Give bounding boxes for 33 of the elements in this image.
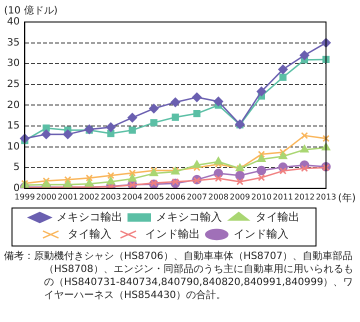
x-tick-label: 2007: [186, 192, 208, 202]
y-tick-label: 20: [6, 100, 20, 111]
y-tick-label: 35: [6, 37, 20, 48]
x-tick-label: 2004: [122, 192, 143, 202]
x-tick-label: 2003: [100, 192, 121, 202]
text: 備考：原動機付きシャシ（HS8706）、自動車車体（HS8707）、自動車部品（HS8708）、エンジン・同部品のうち主に自動車用に用いられるもの（HS840731-840734,840790,840820,840991,840999）、ワイヤーハーネス（HS854430）の合計。: [4, 250, 354, 302]
y-tick-label: 0: [13, 182, 20, 194]
x-tick-label: 2006: [165, 192, 186, 202]
y-tick-label: 15: [6, 120, 20, 132]
x-tick-label: 2001: [58, 192, 78, 202]
y-tick-label: 10: [6, 141, 20, 152]
y-tick-label: 40: [6, 16, 20, 28]
x-tick-label: 2008: [208, 192, 229, 202]
x-tick-label: 2011: [272, 192, 294, 202]
x-tick-label: 2012: [294, 192, 315, 202]
y-tick-label: 25: [6, 78, 20, 90]
legend-label: メキシコ輸出: [56, 210, 122, 224]
x-tick-label: 2000: [36, 192, 56, 202]
x-tick-label: 2010: [251, 192, 272, 202]
legend-label: タイ輸出: [255, 210, 300, 224]
y-axis-title: (10 億ドル): [4, 4, 58, 17]
y-tick-label: 30: [6, 58, 20, 70]
y-tick-label: 5: [13, 162, 20, 174]
legend-label: メキシコ輸入: [156, 210, 222, 224]
legend-label: タイ輸入: [67, 227, 112, 240]
legend-label: インド輸入: [233, 227, 288, 240]
x-axis-title: (年): [338, 192, 356, 204]
x-tick-label: 1999: [14, 192, 35, 202]
legend-label: インド輸出: [144, 227, 200, 240]
x-tick-label: 2005: [144, 192, 164, 202]
x-tick-label: 2013: [316, 192, 336, 202]
x-tick-label: 2009: [230, 192, 250, 202]
x-tick-label: 2002: [79, 192, 100, 202]
